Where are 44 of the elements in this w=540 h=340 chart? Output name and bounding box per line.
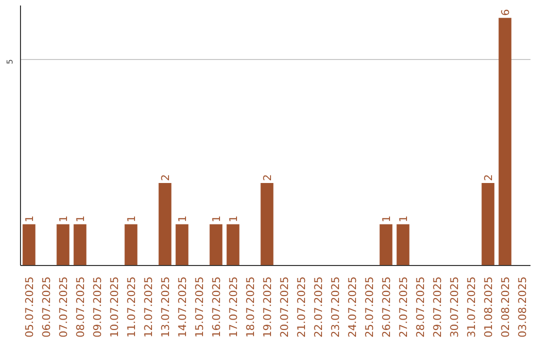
x-tick-label: 10.07.2025 <box>108 276 121 338</box>
data-label: 2 <box>159 174 172 181</box>
x-tick-label: 28.07.2025 <box>414 276 427 338</box>
data-label: 1 <box>227 215 240 222</box>
x-tick-label: 23.07.2025 <box>329 276 342 338</box>
x-tick-label: 01.08.2025 <box>482 276 495 338</box>
data-label: 1 <box>397 215 410 222</box>
x-tick-label: 15.07.2025 <box>193 276 206 338</box>
x-tick-label: 27.07.2025 <box>397 276 410 338</box>
x-tick-label: 30.07.2025 <box>448 276 461 338</box>
x-tick-label: 18.07.2025 <box>244 276 257 338</box>
x-tick-label: 03.08.2025 <box>516 276 529 338</box>
data-label: 1 <box>176 215 189 222</box>
data-label: 1 <box>23 215 36 222</box>
x-tick-label: 06.07.2025 <box>40 276 53 338</box>
x-tick-label: 22.07.2025 <box>312 276 325 338</box>
x-tick-label: 20.07.2025 <box>278 276 291 338</box>
x-tick-label: 14.07.2025 <box>176 276 189 338</box>
x-tick-label: 12.07.2025 <box>142 276 155 338</box>
x-tick-label: 13.07.2025 <box>159 276 172 338</box>
x-tick-label: 08.07.2025 <box>74 276 87 338</box>
data-label: 1 <box>125 215 138 222</box>
x-tick-label: 16.07.2025 <box>210 276 223 338</box>
data-label: 1 <box>57 215 70 222</box>
data-label: 1 <box>210 215 223 222</box>
x-tick-label: 09.07.2025 <box>91 276 104 338</box>
x-tick-label: 07.07.2025 <box>57 276 70 338</box>
data-label: 1 <box>74 215 87 222</box>
data-label: 2 <box>482 174 495 181</box>
x-tick-label: 21.07.2025 <box>295 276 308 338</box>
x-tick-label: 24.07.2025 <box>346 276 359 338</box>
x-tick-label: 02.08.2025 <box>499 276 512 338</box>
x-tick-label: 19.07.2025 <box>261 276 274 338</box>
x-tick-label: 29.07.2025 <box>431 276 444 338</box>
x-tick-label: 26.07.2025 <box>380 276 393 338</box>
data-label: 1 <box>380 215 393 222</box>
y-tick-label: 5 <box>6 59 14 64</box>
x-tick-label: 25.07.2025 <box>363 276 376 338</box>
x-tick-label: 17.07.2025 <box>227 276 240 338</box>
x-tick-label: 31.07.2025 <box>465 276 478 338</box>
x-tick-label: 05.07.2025 <box>23 276 36 338</box>
data-label: 6 <box>499 8 512 16</box>
x-tick-label: 11.07.2025 <box>125 276 138 338</box>
data-label: 2 <box>261 174 274 181</box>
